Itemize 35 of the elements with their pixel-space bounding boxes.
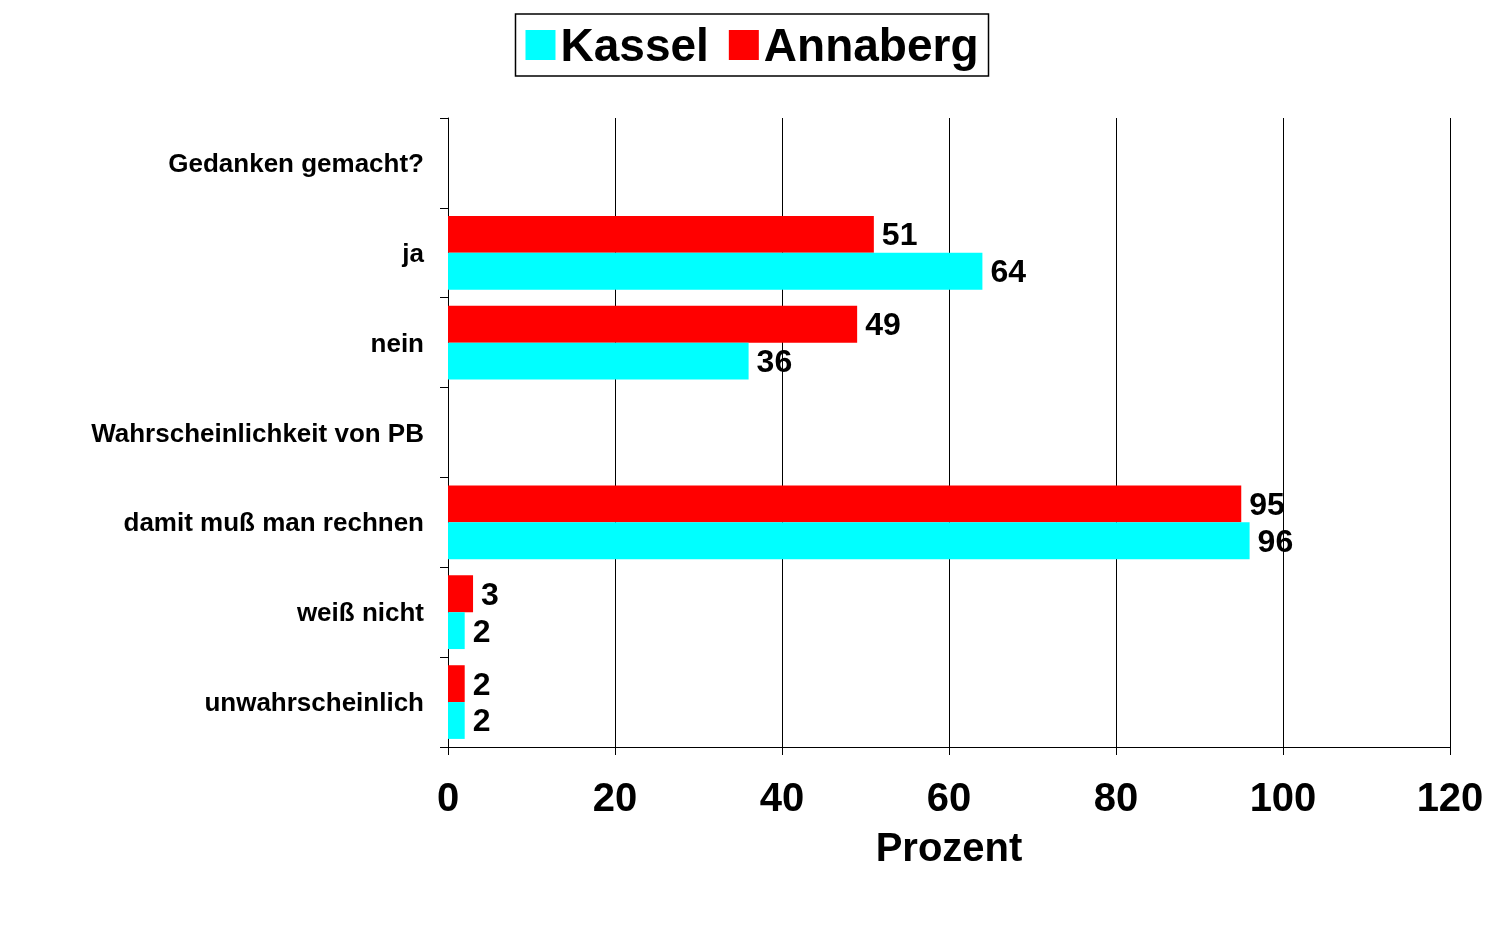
data-label: 64 xyxy=(990,253,1027,290)
bar xyxy=(448,522,1250,560)
bar xyxy=(448,252,983,290)
x-tick-label: 20 xyxy=(592,775,638,819)
data-label: 2 xyxy=(472,665,491,702)
data-label: 2 xyxy=(472,702,491,739)
bar xyxy=(448,485,1242,523)
legend-label: Annaberg xyxy=(763,19,979,71)
bar xyxy=(448,612,465,650)
y-tick-label: unwahrscheinlich xyxy=(204,687,424,718)
bar xyxy=(448,305,858,343)
data-label: 49 xyxy=(865,306,901,343)
data-label: 2 xyxy=(472,612,491,649)
bar xyxy=(448,215,874,253)
y-tick-label: Gedanken gemacht? xyxy=(168,147,424,178)
data-label: 95 xyxy=(1249,485,1285,522)
x-tick-label: 80 xyxy=(1093,775,1139,819)
x-tick-label: 60 xyxy=(926,775,972,819)
bar xyxy=(448,575,474,613)
bar xyxy=(448,702,465,739)
y-tick-label: damit muß man rechnen xyxy=(123,507,424,538)
x-tick-label: 120 xyxy=(1416,775,1484,819)
legend-label: Kassel xyxy=(560,19,709,71)
y-tick-label: ja xyxy=(401,237,425,268)
x-tick-label: 100 xyxy=(1249,775,1317,819)
x-tick-label: 40 xyxy=(759,775,805,819)
bar xyxy=(448,342,749,380)
y-tick-label: nein xyxy=(370,327,424,358)
bar xyxy=(448,665,465,703)
x-axis-title: Prozent xyxy=(875,825,1023,869)
x-tick-label: 0 xyxy=(436,775,460,819)
data-label: 51 xyxy=(881,216,918,253)
y-tick-label: weiß nicht xyxy=(295,597,425,628)
data-label: 3 xyxy=(481,575,499,612)
y-tick-label: Wahrscheinlichkeit von PB xyxy=(91,417,424,448)
